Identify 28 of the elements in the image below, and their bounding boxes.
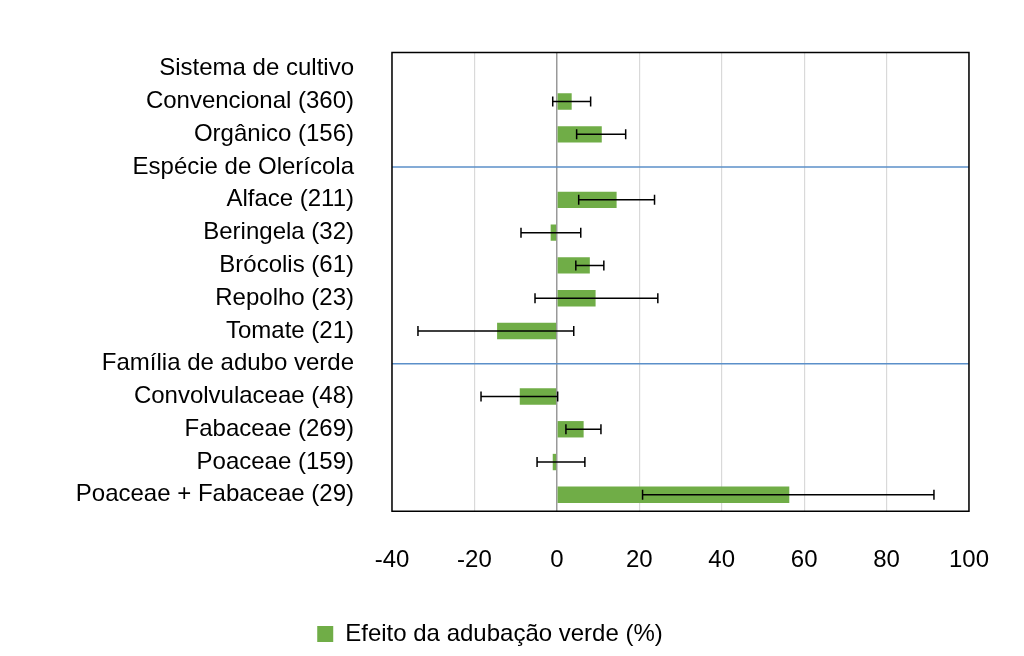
y-tick-label: Alface (211) (226, 184, 354, 212)
legend-label: Efeito da adubação verde (%) (345, 618, 663, 646)
y-tick-label: Beringela (32) (203, 217, 354, 245)
bar (519, 388, 557, 405)
x-tick-label: 40 (708, 545, 736, 573)
bar (557, 257, 590, 274)
bar (557, 126, 602, 143)
x-tick-label: 100 (948, 545, 989, 573)
y-tick-label: Poaceae (159) (196, 446, 354, 474)
x-tick-label: 20 (625, 545, 653, 573)
x-tick-label: -20 (457, 545, 492, 573)
bar (550, 224, 557, 241)
x-tick-label: 0 (550, 545, 564, 573)
bar (557, 93, 572, 110)
y-tick-label: Família de adubo verde (101, 348, 354, 376)
y-tick-label: Convencional (360) (145, 86, 354, 114)
x-tick-label: 60 (790, 545, 818, 573)
y-tick-label: Brócolis (61) (219, 250, 354, 278)
y-tick-label: Poaceae + Fabaceae (29) (75, 479, 354, 507)
y-tick-label: Orgânico (156) (193, 118, 354, 146)
y-tick-label: Espécie de Olerícola (132, 151, 355, 179)
y-tick-label: Fabaceae (269) (184, 413, 354, 441)
y-tick-label: Tomate (21) (225, 315, 354, 343)
x-tick-label: 80 (873, 545, 900, 573)
x-tick-label: -40 (374, 545, 410, 573)
y-tick-label: Repolho (23) (215, 282, 354, 310)
y-tick-label: Sistema de cultivo (159, 53, 354, 81)
y-tick-label: Convolvulaceae (48) (133, 381, 354, 409)
